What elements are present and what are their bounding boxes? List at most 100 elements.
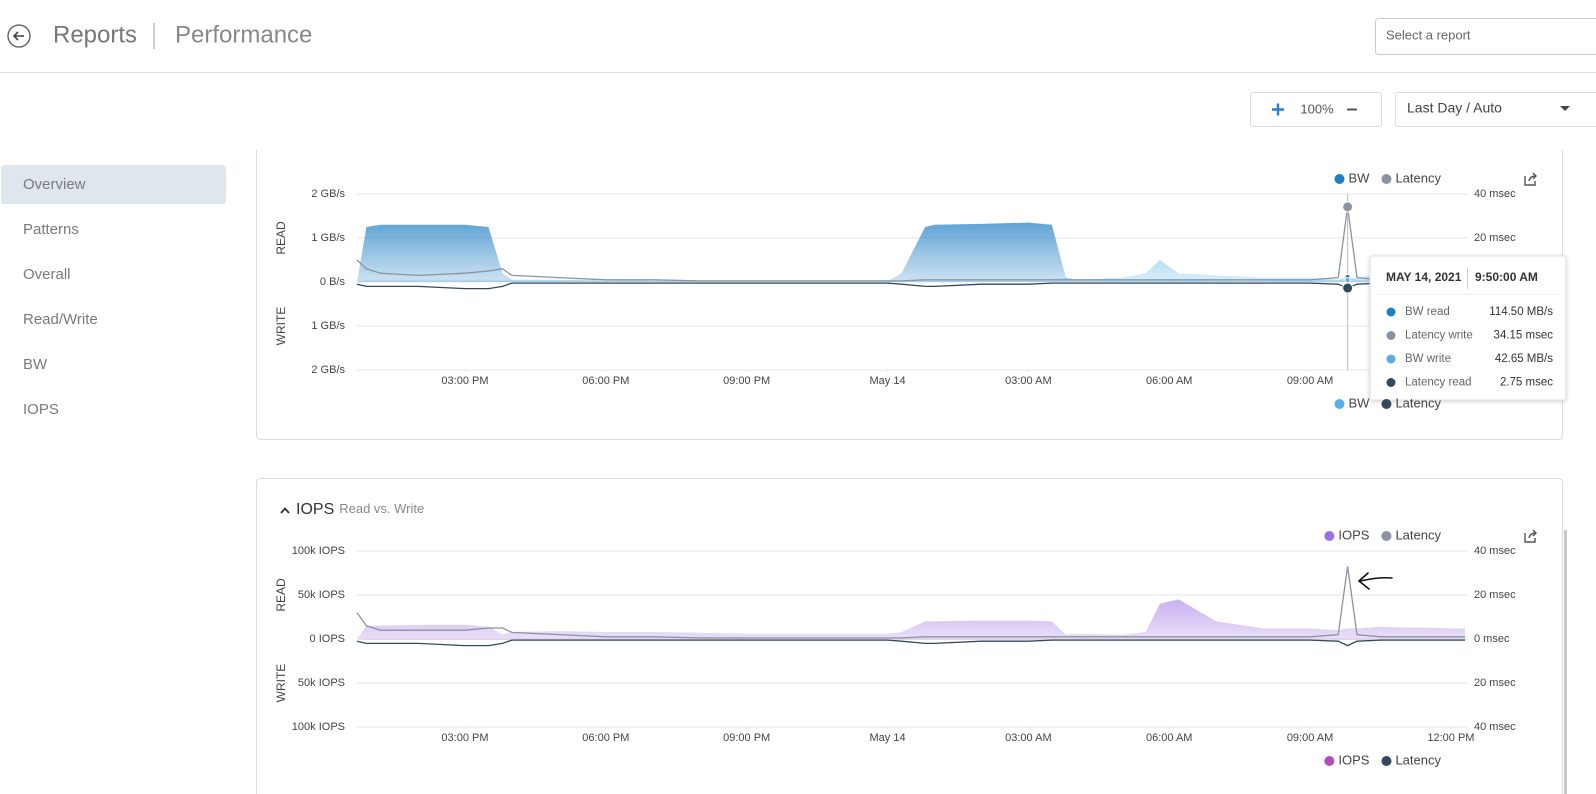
- legend-swatch[interactable]: [1334, 399, 1345, 409]
- header: Reports Performance Select a report: [0, 18, 1596, 73]
- series-line: [356, 282, 1465, 290]
- x-tick-label: 06:00 PM: [582, 732, 629, 744]
- legend-label[interactable]: IOPS: [1338, 527, 1369, 542]
- tooltip-time: 9:50:00 AM: [1475, 270, 1538, 284]
- x-tick-label: 12:00 PM: [1427, 732, 1474, 744]
- zoom-box: [1250, 92, 1382, 127]
- tooltip-value: 34.15 msec: [1494, 330, 1554, 342]
- y2-tick-label: 20 msec: [1474, 232, 1516, 244]
- legend-swatch[interactable]: [1381, 756, 1392, 766]
- zoom-in[interactable]: [1272, 103, 1284, 116]
- select-placeholder: Select a report: [1386, 27, 1471, 42]
- legend: BW Latency: [1334, 170, 1441, 185]
- x-tick-label: 03:00 AM: [1005, 375, 1051, 387]
- panel-title-text: IOPS: [296, 501, 334, 518]
- tooltip-swatch: [1386, 307, 1396, 317]
- nav-item[interactable]: Overview: [23, 176, 86, 193]
- y-tick-label: 50k IOPS: [298, 677, 345, 689]
- nav-item[interactable]: Read/Write: [23, 311, 98, 328]
- legend-swatch[interactable]: [1334, 174, 1345, 184]
- x-tick-label: 06:00 PM: [582, 375, 629, 387]
- hover-point: [1342, 282, 1354, 294]
- tooltip-label: Latency write: [1405, 330, 1473, 342]
- legend-swatch[interactable]: [1381, 174, 1392, 184]
- x-tick-label: 09:00 PM: [723, 732, 770, 744]
- y-tick-label: 0 IOPS: [310, 633, 345, 645]
- legend: IOPS Latency: [1324, 752, 1441, 767]
- collapse-toggle[interactable]: [280, 507, 290, 514]
- legend-label[interactable]: Latency: [1395, 752, 1441, 767]
- y2-tick-label: 40 msec: [1474, 721, 1516, 733]
- series-line: [356, 639, 1465, 647]
- axis-label: WRITE: [274, 664, 288, 703]
- x-tick-label: 09:00 PM: [723, 375, 770, 387]
- legend: BW Latency: [1334, 395, 1441, 410]
- nav-item[interactable]: Patterns: [23, 221, 79, 238]
- zoom-level: 100%: [1300, 101, 1334, 116]
- tooltip-box: [1369, 255, 1567, 401]
- legend-label[interactable]: BW: [1349, 170, 1371, 185]
- tooltip-swatch: [1386, 354, 1396, 364]
- y2-tick-label: 0 msec: [1474, 633, 1510, 645]
- bw-chart: 2 GB/s 1 GB/s 0 B/s 1 GB/s 2 GB/s 40 msec 20 m…: [274, 188, 1516, 387]
- export-icon[interactable]: [1524, 529, 1537, 543]
- y-tick-label: 0 B/s: [320, 276, 346, 288]
- y-tick-label: 100k IOPS: [292, 721, 345, 733]
- x-tick-label: May 14: [869, 732, 905, 744]
- x-tick-label: 09:00 AM: [1287, 375, 1333, 387]
- tooltip-swatch: [1386, 331, 1396, 340]
- annotation-arrow: [1357, 572, 1393, 590]
- legend-label[interactable]: Latency: [1395, 527, 1441, 542]
- panel-subtitle: Read vs. Write: [339, 501, 424, 516]
- tooltip-label: BW read: [1405, 306, 1450, 318]
- x-tick-label: 03:00 PM: [441, 375, 488, 387]
- tooltip-value: 114.50 MB/s: [1489, 306, 1553, 318]
- y2-tick-label: 20 msec: [1474, 677, 1516, 689]
- x-tick-label: 09:00 AM: [1287, 732, 1333, 744]
- legend-swatch[interactable]: [1324, 531, 1335, 541]
- x-tick-label: 06:00 AM: [1146, 732, 1192, 744]
- back-button[interactable]: [7, 24, 31, 48]
- tooltip: MAY 14, 2021 9:50:00 AM BW read 114.50 MB…: [1369, 255, 1567, 401]
- legend-label[interactable]: Latency: [1395, 395, 1441, 410]
- panel: [256, 478, 1563, 794]
- x-tick-label: 03:00 AM: [1005, 732, 1051, 744]
- series-area: [357, 222, 1465, 282]
- legend: IOPS Latency: [1324, 527, 1441, 542]
- sidebar: Overview Patterns Overall Read/Write BW IOPS: [1, 165, 226, 418]
- x-tick-label: 06:00 AM: [1146, 375, 1192, 387]
- y-tick-label: 1 GB/s: [311, 232, 345, 244]
- nav-active-bg: [1, 165, 226, 204]
- tooltip-label: Latency read: [1405, 377, 1472, 389]
- series-area: [357, 260, 1465, 282]
- legend-swatch[interactable]: [1324, 756, 1335, 766]
- axis-label: READ: [274, 221, 288, 255]
- legend-label[interactable]: Latency: [1395, 170, 1441, 185]
- export-icon[interactable]: [1524, 172, 1537, 186]
- y-tick-label: 100k IOPS: [292, 545, 345, 557]
- x-tick-label: 03:00 PM: [441, 732, 488, 744]
- header-title: Reports: [53, 21, 137, 48]
- nav-item[interactable]: IOPS: [23, 401, 59, 418]
- tooltip-swatch: [1386, 378, 1396, 387]
- y2-tick-label: 20 msec: [1474, 589, 1516, 601]
- y2-tick-label: 40 msec: [1474, 545, 1516, 557]
- legend-label[interactable]: IOPS: [1338, 752, 1369, 767]
- nav-item[interactable]: Overall: [23, 266, 71, 283]
- hover-point: [1344, 277, 1351, 284]
- legend-swatch[interactable]: [1381, 531, 1392, 541]
- scrollbar[interactable]: [1564, 530, 1567, 794]
- panel: [256, 150, 1563, 440]
- legend-swatch[interactable]: [1381, 399, 1392, 409]
- legend-label[interactable]: BW: [1349, 395, 1371, 410]
- hover-point: [1342, 201, 1354, 213]
- y-tick-label: 2 GB/s: [311, 188, 345, 200]
- range-select[interactable]: Last Day / Auto: [1395, 92, 1596, 127]
- series-area: [357, 599, 1465, 639]
- panel-title: IOPS Read vs. Write: [296, 501, 424, 518]
- y-tick-label: 1 GB/s: [311, 320, 345, 332]
- y2-tick-label: 40 msec: [1474, 188, 1516, 200]
- nav-item[interactable]: BW: [23, 356, 48, 373]
- report-select[interactable]: Select a report: [1375, 18, 1596, 55]
